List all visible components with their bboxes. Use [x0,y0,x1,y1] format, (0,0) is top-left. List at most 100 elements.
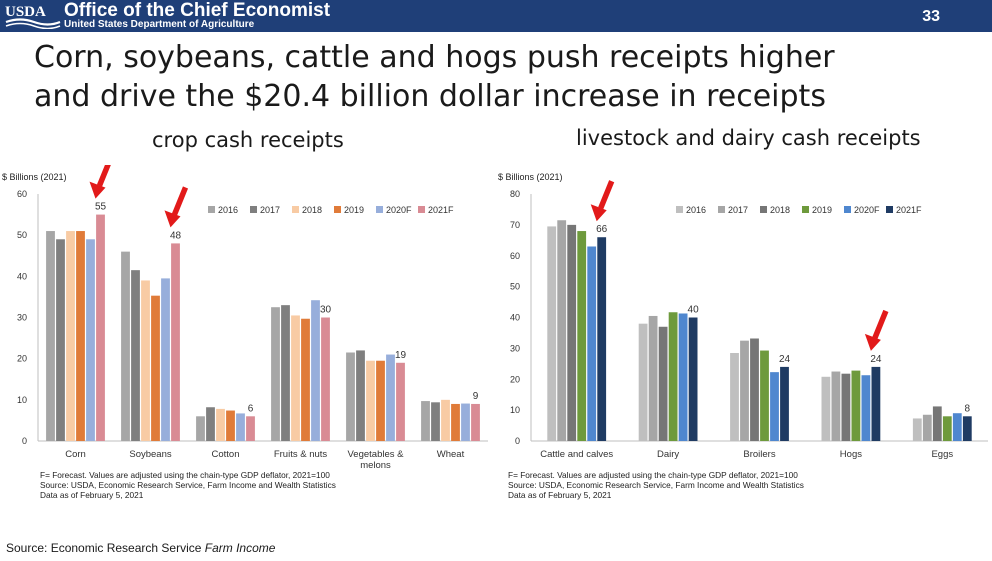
bar-2020F-4 [386,354,395,441]
bar-2016-4 [346,352,355,441]
legend-label: 2016 [686,205,706,215]
footer-source: Source: Economic Research Service Farm I… [6,541,275,555]
legend-label: 2020F [854,205,880,215]
bar-2016-1 [121,251,130,441]
legend-swatch [886,206,893,213]
bar-2020F-0 [587,246,597,441]
bar-2019-4 [376,360,385,441]
red-arrow-icon [89,165,111,199]
bar-2020F-0 [86,239,95,441]
legend-swatch [760,206,767,213]
crop-chart-caption: crop cash receipts [152,128,344,152]
legend-label: 2019 [344,205,364,215]
slide-headline: Corn, soybeans, cattle and hogs push rec… [34,38,934,116]
y-tick-label: 30 [17,313,27,323]
legend-swatch [208,206,215,213]
bar-2016-5 [421,401,430,441]
legend-swatch [418,206,425,213]
red-arrow-icon [590,180,615,222]
chart-note: Source: USDA, Economic Research Service,… [40,480,336,490]
category-label: melons [360,460,391,471]
y-tick-label: 10 [17,395,27,405]
bar-2020F-3 [861,375,871,441]
legend-swatch [718,206,725,213]
category-label: Corn [65,449,86,460]
bar-2017-5 [431,402,440,441]
bar-2021F-4 [396,362,405,441]
y-axis-label: $ Billions (2021) [498,172,563,182]
bar-2021F-3 [871,366,881,441]
bar-2019-3 [301,318,310,441]
data-label: 55 [95,202,107,213]
bar-2018-1 [658,326,668,441]
data-label: 24 [779,354,791,365]
bar-2017-2 [740,340,749,441]
bar-2017-3 [831,371,841,441]
bar-2020F-5 [461,403,470,441]
bar-2020F-3 [311,300,320,441]
bar-2018-4 [366,360,375,441]
chart-0-body: $ Billions (2021) 0 10 20 30 40 50 60 55 Corn 48 So… [2,165,488,500]
bar-2019-3 [851,370,861,441]
legend-swatch [376,206,383,213]
legend-label: 2017 [728,205,748,215]
y-tick-label: 60 [17,189,27,199]
legend-swatch [250,206,257,213]
bar-2017-3 [281,305,290,441]
legend-swatch [844,206,851,213]
bar-2021F-4 [962,416,972,441]
crop-receipts-chart: $ Billions (2021) 0 10 20 30 40 50 60 55 Corn 48 So… [2,165,488,500]
page-number: 33 [922,8,940,25]
legend-label: 2017 [260,205,280,215]
bar-2020F-2 [236,413,245,441]
bar-2021F-0 [96,214,105,441]
bar-2018-0 [66,231,75,441]
bar-2016-2 [730,353,739,441]
data-label: 24 [870,354,882,365]
chart-note: Source: USDA, Economic Research Service,… [508,480,804,490]
bar-2021F-2 [780,366,789,441]
bar-2021F-1 [688,317,698,441]
bar-2020F-2 [770,372,779,441]
category-label: Hogs [840,449,862,460]
legend-label: 2018 [770,205,790,215]
category-label: Cattle and calves [540,449,613,460]
bar-2019-1 [668,312,678,441]
legend-label: 2021F [428,205,454,215]
y-tick-label: 20 [17,354,27,364]
legend-label: 2018 [302,205,322,215]
red-arrow-icon [864,309,889,351]
bar-2020F-1 [678,313,688,441]
y-tick-label: 60 [510,251,520,261]
bar-2019-5 [451,403,460,441]
bar-2018-5 [441,399,450,441]
y-tick-label: 50 [510,282,520,292]
legend-swatch [802,206,809,213]
bar-2019-2 [760,350,769,441]
legend-label: 2016 [218,205,238,215]
bar-2019-2 [226,410,235,441]
usda-logo-text: USDA [5,4,46,20]
headline-line-2: and drive the $20.4 billion dollar incre… [34,79,826,114]
bar-2016-3 [271,307,280,441]
bar-2018-4 [932,406,942,441]
header-banner: USDA Office of the Chief Economist Unite… [0,0,992,32]
bar-2019-0 [577,231,587,441]
category-label: Cotton [212,449,240,460]
bar-2018-2 [750,338,759,441]
y-tick-label: 40 [17,271,27,281]
category-label: Eggs [931,449,953,460]
y-tick-label: 20 [510,374,520,384]
org-subtitle: United States Department of Agriculture [64,19,255,30]
bar-2018-2 [216,408,225,441]
category-label: Broilers [743,449,775,460]
chart-1-body: $ Billions (2021) 0 10 20 30 40 50 60 70 80 66 Catt… [498,172,988,500]
bar-2019-0 [76,231,85,441]
org-title: Office of the Chief Economist [64,0,331,21]
bar-2018-0 [567,224,577,441]
footer-source-title: Farm Income [204,541,276,555]
bar-2021F-3 [321,317,330,441]
bar-2019-4 [942,416,952,441]
category-label: Soybeans [129,449,172,460]
y-tick-label: 50 [17,230,27,240]
